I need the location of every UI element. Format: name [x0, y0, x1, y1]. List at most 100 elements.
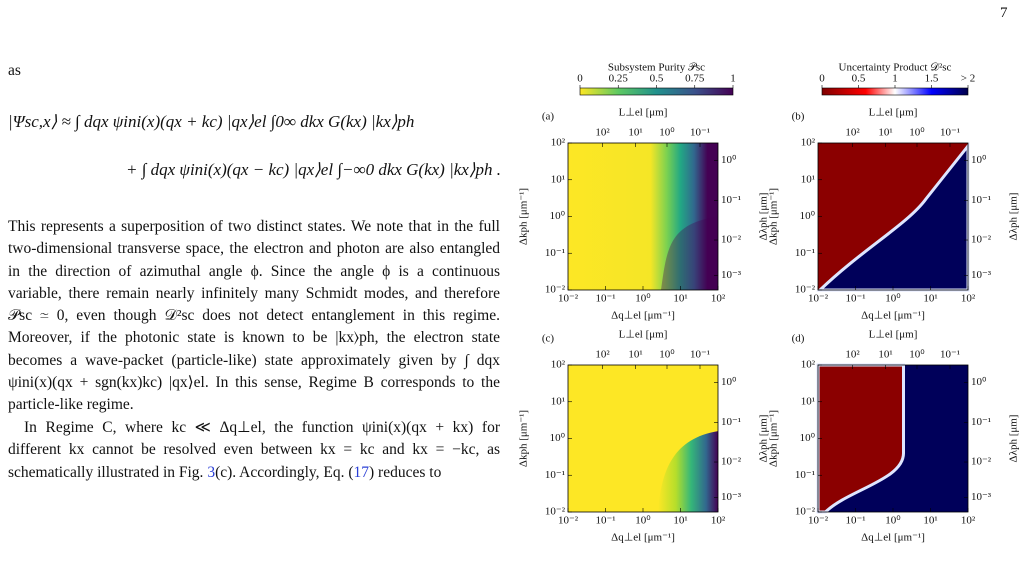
- x-tick-label: 10¹: [628, 127, 642, 139]
- y-tick-label: 10¹: [801, 395, 815, 407]
- axis-title: Δkph [μm⁻¹]: [518, 188, 530, 245]
- y-tick-label: 10⁻²: [545, 284, 566, 296]
- x-tick-label: 10⁰: [909, 349, 925, 361]
- colorbar-tick-label: 0: [819, 73, 825, 85]
- axis-title: Δλph [μm]: [1008, 193, 1020, 241]
- y-tick-label: 10⁻²: [545, 506, 566, 518]
- x-tick-label: 10⁻¹: [940, 349, 960, 361]
- x-tick-label: 10⁻¹: [690, 349, 710, 361]
- lead-text: as: [8, 62, 21, 79]
- axis-title: Δkph [μm⁻¹]: [518, 410, 530, 467]
- x-tick-label: 10²: [711, 293, 726, 305]
- colorbar: [821, 87, 969, 96]
- y-tick-label: 10⁰: [550, 432, 566, 444]
- y-tick-label: 10⁻¹: [795, 247, 815, 259]
- panel-label: (a): [542, 111, 555, 123]
- y-tick-label: 10⁻¹: [721, 194, 741, 206]
- axis-title: Δq⊥el [μm⁻¹]: [861, 310, 925, 322]
- x-tick-label: 10²: [845, 127, 860, 139]
- colorbar-tick-label: 1: [730, 73, 736, 85]
- x-tick-label: 10¹: [923, 515, 937, 527]
- axis-title: L⊥el [μm]: [869, 329, 918, 341]
- text: (c). Accordingly, Eq. (: [215, 463, 354, 481]
- x-tick-label: 10²: [595, 127, 610, 139]
- y-tick-label: 10⁰: [550, 210, 566, 222]
- colorbar-tick-label: 0.25: [609, 73, 629, 85]
- x-tick-label: 10⁰: [635, 515, 651, 527]
- heatmap-region: [658, 431, 718, 512]
- colorbar-label: Subsystem Purity 𝒫sc: [608, 62, 705, 74]
- x-tick-label: 10²: [961, 515, 976, 527]
- x-tick-label: 10⁻¹: [595, 515, 615, 527]
- axis-title: Δq⊥el [μm⁻¹]: [611, 532, 675, 544]
- figure-link[interactable]: 3: [207, 463, 216, 481]
- y-tick-label: 10¹: [551, 173, 565, 185]
- colorbar: [579, 87, 734, 96]
- y-tick-label: 10⁻²: [971, 234, 992, 246]
- x-tick-label: 10⁻¹: [845, 293, 865, 305]
- y-tick-label: 10¹: [551, 395, 565, 407]
- x-tick-label: 10⁻¹: [595, 293, 615, 305]
- y-tick-label: 10⁻³: [971, 491, 992, 503]
- y-tick-label: 10²: [551, 359, 566, 371]
- x-tick-label: 10¹: [923, 293, 937, 305]
- axis-title: Δkph [μm⁻¹]: [768, 410, 780, 467]
- x-tick-label: 10¹: [673, 293, 687, 305]
- heatmap: [568, 143, 718, 290]
- x-tick-label: 10⁻²: [808, 293, 829, 305]
- x-tick-label: 10⁻²: [558, 515, 579, 527]
- colorbar-tick-label: 0: [577, 73, 583, 85]
- axis-title: Δλph [μm]: [1008, 415, 1020, 463]
- panel-label: (b): [792, 111, 805, 123]
- y-tick-label: 10²: [801, 359, 816, 371]
- y-tick-label: 10¹: [801, 173, 815, 185]
- y-tick-label: 10⁰: [800, 210, 816, 222]
- x-tick-label: 10⁰: [885, 515, 901, 527]
- y-tick-label: 10⁰: [800, 432, 816, 444]
- colorbar-tick-label: > 2: [961, 73, 975, 85]
- equation-line: + ∫ dqx ψini(x)(qx − kc) |qx⟩el ∫−∞0 dkx…: [125, 160, 501, 179]
- axis-title: Δkph [μm⁻¹]: [768, 188, 780, 245]
- y-tick-label: 10⁻¹: [545, 247, 565, 259]
- paragraph: This represents a superposition of two d…: [8, 218, 500, 414]
- panel-label: (d): [792, 333, 805, 345]
- y-tick-label: 10⁻²: [721, 456, 742, 468]
- x-tick-label: 10⁰: [659, 127, 675, 139]
- y-tick-label: 10⁻¹: [795, 469, 815, 481]
- y-tick-label: 10⁰: [971, 376, 987, 388]
- y-tick-label: 10⁻²: [795, 284, 816, 296]
- heatmap-region: [661, 216, 718, 290]
- x-tick-label: 10⁻¹: [690, 127, 710, 139]
- y-tick-label: 10⁻³: [721, 269, 742, 281]
- axis-title: Δq⊥el [μm⁻¹]: [861, 532, 925, 544]
- axis-title: L⊥el [μm]: [869, 107, 918, 119]
- x-tick-label: 10²: [845, 349, 860, 361]
- equation-line: |Ψsc,x⟩ ≈ ∫ dqx ψini(x)(qx + kc) |qx⟩el …: [8, 112, 415, 131]
- y-tick-label: 10⁰: [721, 376, 737, 388]
- x-tick-label: 10²: [711, 515, 726, 527]
- axis-title: Δλph [μm]: [758, 193, 770, 241]
- y-tick-label: 10⁻¹: [545, 469, 565, 481]
- panel-label: (c): [542, 333, 555, 345]
- colorbar-tick-label: 1.5: [925, 73, 939, 85]
- heatmap-region: [816, 141, 970, 292]
- axis-title: L⊥el [μm]: [619, 107, 668, 119]
- x-tick-label: 10¹: [673, 515, 687, 527]
- x-tick-label: 10⁻²: [808, 515, 829, 527]
- colorbar-tick-label: 1: [892, 73, 898, 85]
- x-tick-label: 10¹: [878, 127, 892, 139]
- x-tick-label: 10⁰: [909, 127, 925, 139]
- axis-title: L⊥el [μm]: [619, 329, 668, 341]
- colorbar-tick-label: 0.5: [650, 73, 664, 85]
- x-tick-label: 10²: [595, 349, 610, 361]
- axis-title: Δq⊥el [μm⁻¹]: [611, 310, 675, 322]
- y-tick-label: 10²: [801, 137, 816, 149]
- y-tick-label: 10⁻³: [971, 269, 992, 281]
- y-tick-label: 10⁻³: [721, 491, 742, 503]
- x-tick-label: 10⁰: [635, 293, 651, 305]
- equation-link[interactable]: 17: [353, 463, 370, 481]
- colorbar-tick-label: 0.75: [685, 73, 705, 85]
- text: In Regime C, where kc ≪ Δq⊥el, the funct…: [8, 419, 500, 481]
